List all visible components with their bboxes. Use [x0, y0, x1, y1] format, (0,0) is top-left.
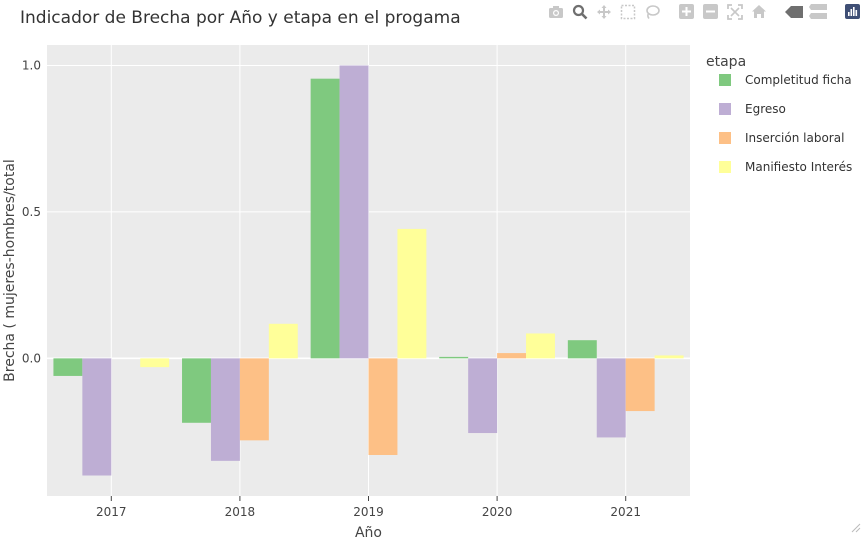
box-select-icon[interactable] [618, 2, 637, 21]
legend-item-manifiesto-inter-s[interactable]: Manifiesto Interés [719, 160, 852, 174]
x-tick-label: 2019 [353, 505, 384, 519]
bar-inserci-n-laboral-2021[interactable] [625, 358, 655, 412]
bar-egreso-2017[interactable] [82, 358, 112, 476]
bar-egreso-2020[interactable] [468, 358, 498, 434]
bar-completitud-ficha-2020[interactable] [439, 356, 469, 359]
y-axis-label: Brecha ( mujeres-hombres/total [2, 159, 18, 382]
legend-swatch [719, 103, 731, 115]
spike-lines-icon[interactable] [784, 2, 803, 21]
plot-modebar [546, 2, 862, 21]
camera-icon[interactable] [546, 2, 565, 21]
bar-manifiesto-inter-s-2021[interactable] [654, 355, 684, 359]
legend-title: etapa [706, 54, 746, 70]
bar-egreso-2021[interactable] [596, 358, 626, 438]
autoscale-icon[interactable] [725, 2, 744, 21]
bar-inserci-n-laboral-2019[interactable] [368, 358, 398, 455]
legend: etapa Completitud ficha Egreso Inserción l… [706, 54, 852, 174]
bar-manifiesto-inter-s-2019[interactable] [397, 228, 427, 359]
legend-label: Inserción laboral [745, 131, 844, 145]
bar-completitud-ficha-2018[interactable] [182, 358, 211, 423]
legend-label: Manifiesto Interés [745, 160, 852, 174]
legend-swatch [719, 132, 731, 144]
pan-icon[interactable] [594, 2, 613, 21]
zoom-out-icon[interactable] [701, 2, 720, 21]
legend-item-completitud-ficha[interactable]: Completitud ficha [719, 73, 852, 87]
legend-item-inserci-n-laboral[interactable]: Inserción laboral [719, 131, 844, 145]
legend-item-egreso[interactable]: Egreso [719, 102, 786, 116]
zoom-in-icon[interactable] [677, 2, 696, 21]
y-tick-labels: 0.0 0.5 1.0 [22, 59, 41, 366]
y-tick-label: 0.5 [22, 205, 41, 219]
bars-group [53, 65, 684, 476]
legend-swatch [719, 74, 731, 86]
plotly-logo-icon[interactable] [843, 2, 862, 21]
bar-manifiesto-inter-s-2018[interactable] [268, 323, 298, 359]
y-tick-label: 0.0 [22, 351, 41, 365]
bar-completitud-ficha-2019[interactable] [310, 78, 340, 359]
x-tick-label: 2021 [610, 505, 641, 519]
legend-label: Egreso [745, 102, 786, 116]
reset-axes-icon[interactable] [749, 2, 768, 21]
y-tick-label: 1.0 [22, 59, 41, 73]
resize-handle-icon[interactable] [851, 523, 861, 533]
legend-swatch [719, 161, 731, 173]
lasso-icon[interactable] [642, 2, 661, 21]
bar-egreso-2018[interactable] [210, 358, 240, 461]
compare-hover-icon[interactable] [808, 2, 827, 21]
bar-inserci-n-laboral-2018[interactable] [239, 358, 269, 441]
bar-completitud-ficha-2017[interactable] [53, 358, 83, 376]
bar-manifiesto-inter-s-2020[interactable] [526, 333, 555, 359]
bar-completitud-ficha-2021[interactable] [567, 340, 597, 359]
x-axis-label: Año [355, 525, 382, 538]
x-tick-labels: 2017 2018 2019 2020 2021 [96, 496, 641, 519]
chart-title: Indicador de Brecha por Año y etapa en e… [20, 8, 461, 28]
legend-label: Completitud ficha [745, 73, 852, 87]
bar-manifiesto-inter-s-2017[interactable] [140, 358, 170, 368]
x-tick-label: 2020 [482, 505, 513, 519]
x-tick-label: 2017 [96, 505, 127, 519]
zoom-icon[interactable] [570, 2, 589, 21]
x-tick-label: 2018 [225, 505, 256, 519]
bar-egreso-2019[interactable] [339, 65, 369, 359]
bar-inserci-n-laboral-2020[interactable] [497, 353, 527, 359]
